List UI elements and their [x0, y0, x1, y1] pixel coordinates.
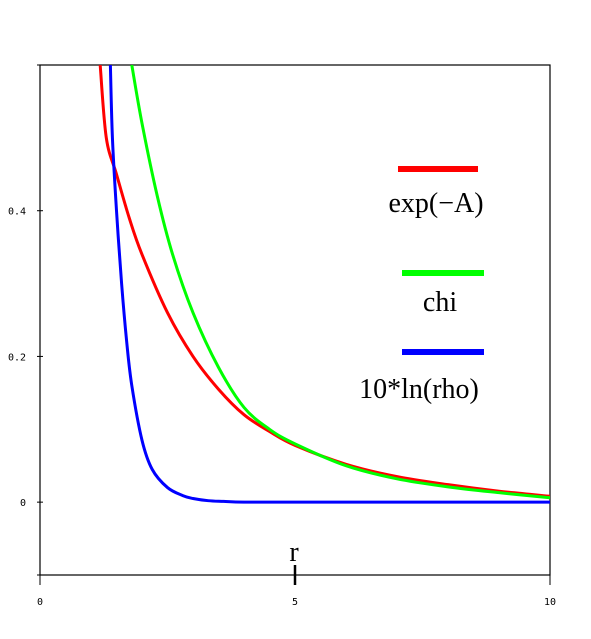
y-tick-label: 0: [20, 498, 26, 509]
x-tick-label: 0: [37, 597, 43, 608]
y-tick-label: 0.4: [8, 207, 26, 218]
y-tick-label: 0.2: [8, 352, 26, 363]
legend-label-1: chi: [423, 287, 457, 318]
legend-label-0: exp(−A): [388, 188, 483, 219]
legend: exp(−A) chi 10*ln(rho): [359, 166, 484, 405]
series-line-0: [98, 65, 550, 498]
x-tick-label: 5: [292, 597, 298, 608]
series-line-1: [130, 65, 550, 500]
series-line-2: [108, 65, 550, 504]
plot-frame: [39, 64, 551, 576]
series-group: [98, 65, 550, 504]
axes: 0 0.2 0.4 0 5 10: [8, 64, 556, 608]
legend-label-2: 10*ln(rho): [359, 374, 479, 405]
x-axis-title: r: [289, 537, 299, 568]
x-tick-label: 10: [544, 597, 556, 608]
